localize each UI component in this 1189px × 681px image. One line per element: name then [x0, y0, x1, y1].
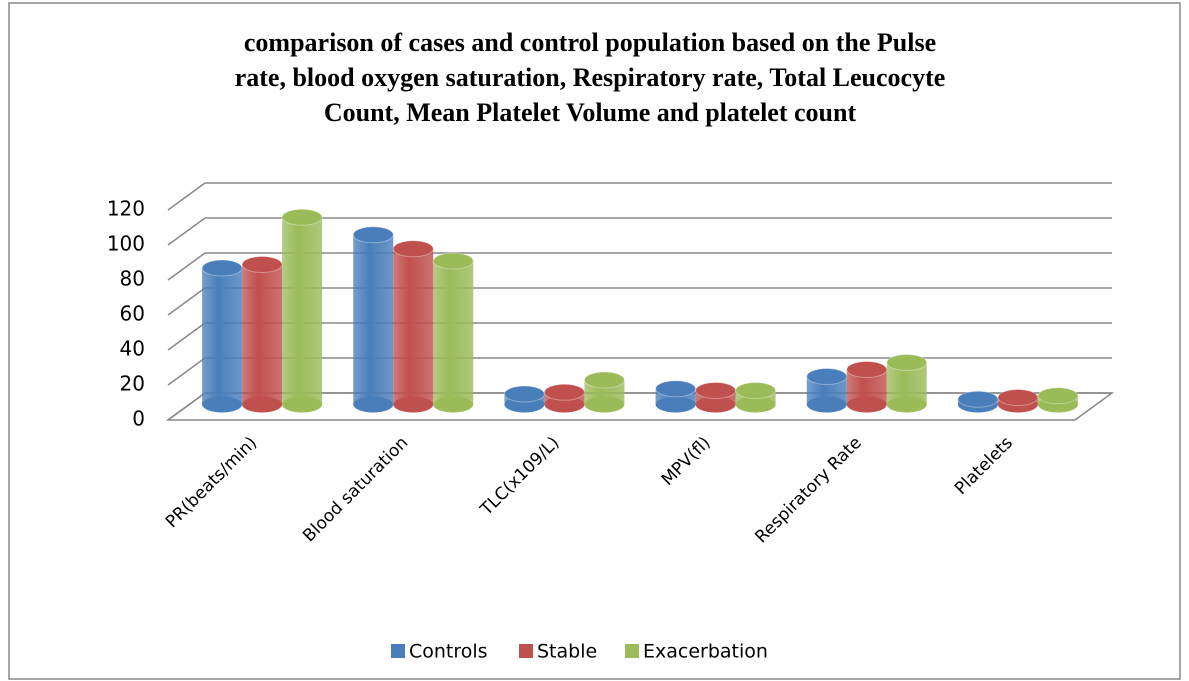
side-grid-line: [167, 287, 206, 316]
x-tick-label: MPV(fl): [658, 433, 715, 490]
side-grid-line: [167, 252, 206, 281]
y-tick-label: 0: [132, 407, 145, 431]
side-grid-line: [167, 357, 206, 386]
bar: [352, 226, 394, 413]
bar: [886, 354, 928, 413]
bar: [806, 368, 848, 413]
side-grid-line: [167, 182, 206, 211]
chart-title: rate, blood oxygen saturation, Respirato…: [235, 63, 946, 92]
x-tick-label: Blood saturation: [299, 433, 412, 546]
chart-title: Count, Mean Platelet Volume and platelet…: [324, 98, 857, 127]
x-tick-label: TLC(x109/L): [476, 433, 563, 520]
x-tick-label: Platelets: [951, 433, 1017, 499]
legend-label: Stable: [537, 641, 597, 663]
bar: [735, 382, 777, 413]
bar: [281, 208, 323, 413]
side-grid-line: [167, 217, 206, 246]
bar: [201, 259, 243, 413]
bar: [997, 389, 1039, 413]
legend-swatch: [519, 644, 533, 658]
legend-swatch: [625, 644, 639, 658]
x-tick-label: Respiratory Rate: [751, 433, 865, 547]
legend-label: Exacerbation: [643, 641, 768, 663]
chart-border: [8, 2, 1181, 680]
side-grid-line: [167, 322, 206, 351]
bar: [432, 252, 474, 413]
y-tick-label: 40: [120, 337, 145, 361]
legend-swatch: [391, 644, 405, 658]
bar: [957, 390, 999, 413]
bar: [241, 256, 283, 413]
floor: [165, 392, 1115, 421]
bar: [846, 361, 888, 413]
y-tick-label: 80: [120, 267, 145, 291]
bar: [695, 382, 737, 413]
y-tick-label: 120: [107, 197, 145, 221]
bar: [503, 385, 545, 413]
y-tick-label: 20: [120, 372, 145, 396]
chart-title: comparison of cases and control populati…: [244, 28, 936, 57]
legend-label: Controls: [409, 641, 488, 663]
bar: [655, 380, 697, 413]
bar: [583, 371, 625, 413]
bar: [392, 240, 434, 413]
x-tick-label: PR(beats/min): [162, 433, 261, 532]
y-tick-label: 60: [120, 302, 145, 326]
bar: [543, 383, 585, 413]
y-tick-label: 100: [107, 232, 145, 256]
bar: [1037, 387, 1079, 413]
